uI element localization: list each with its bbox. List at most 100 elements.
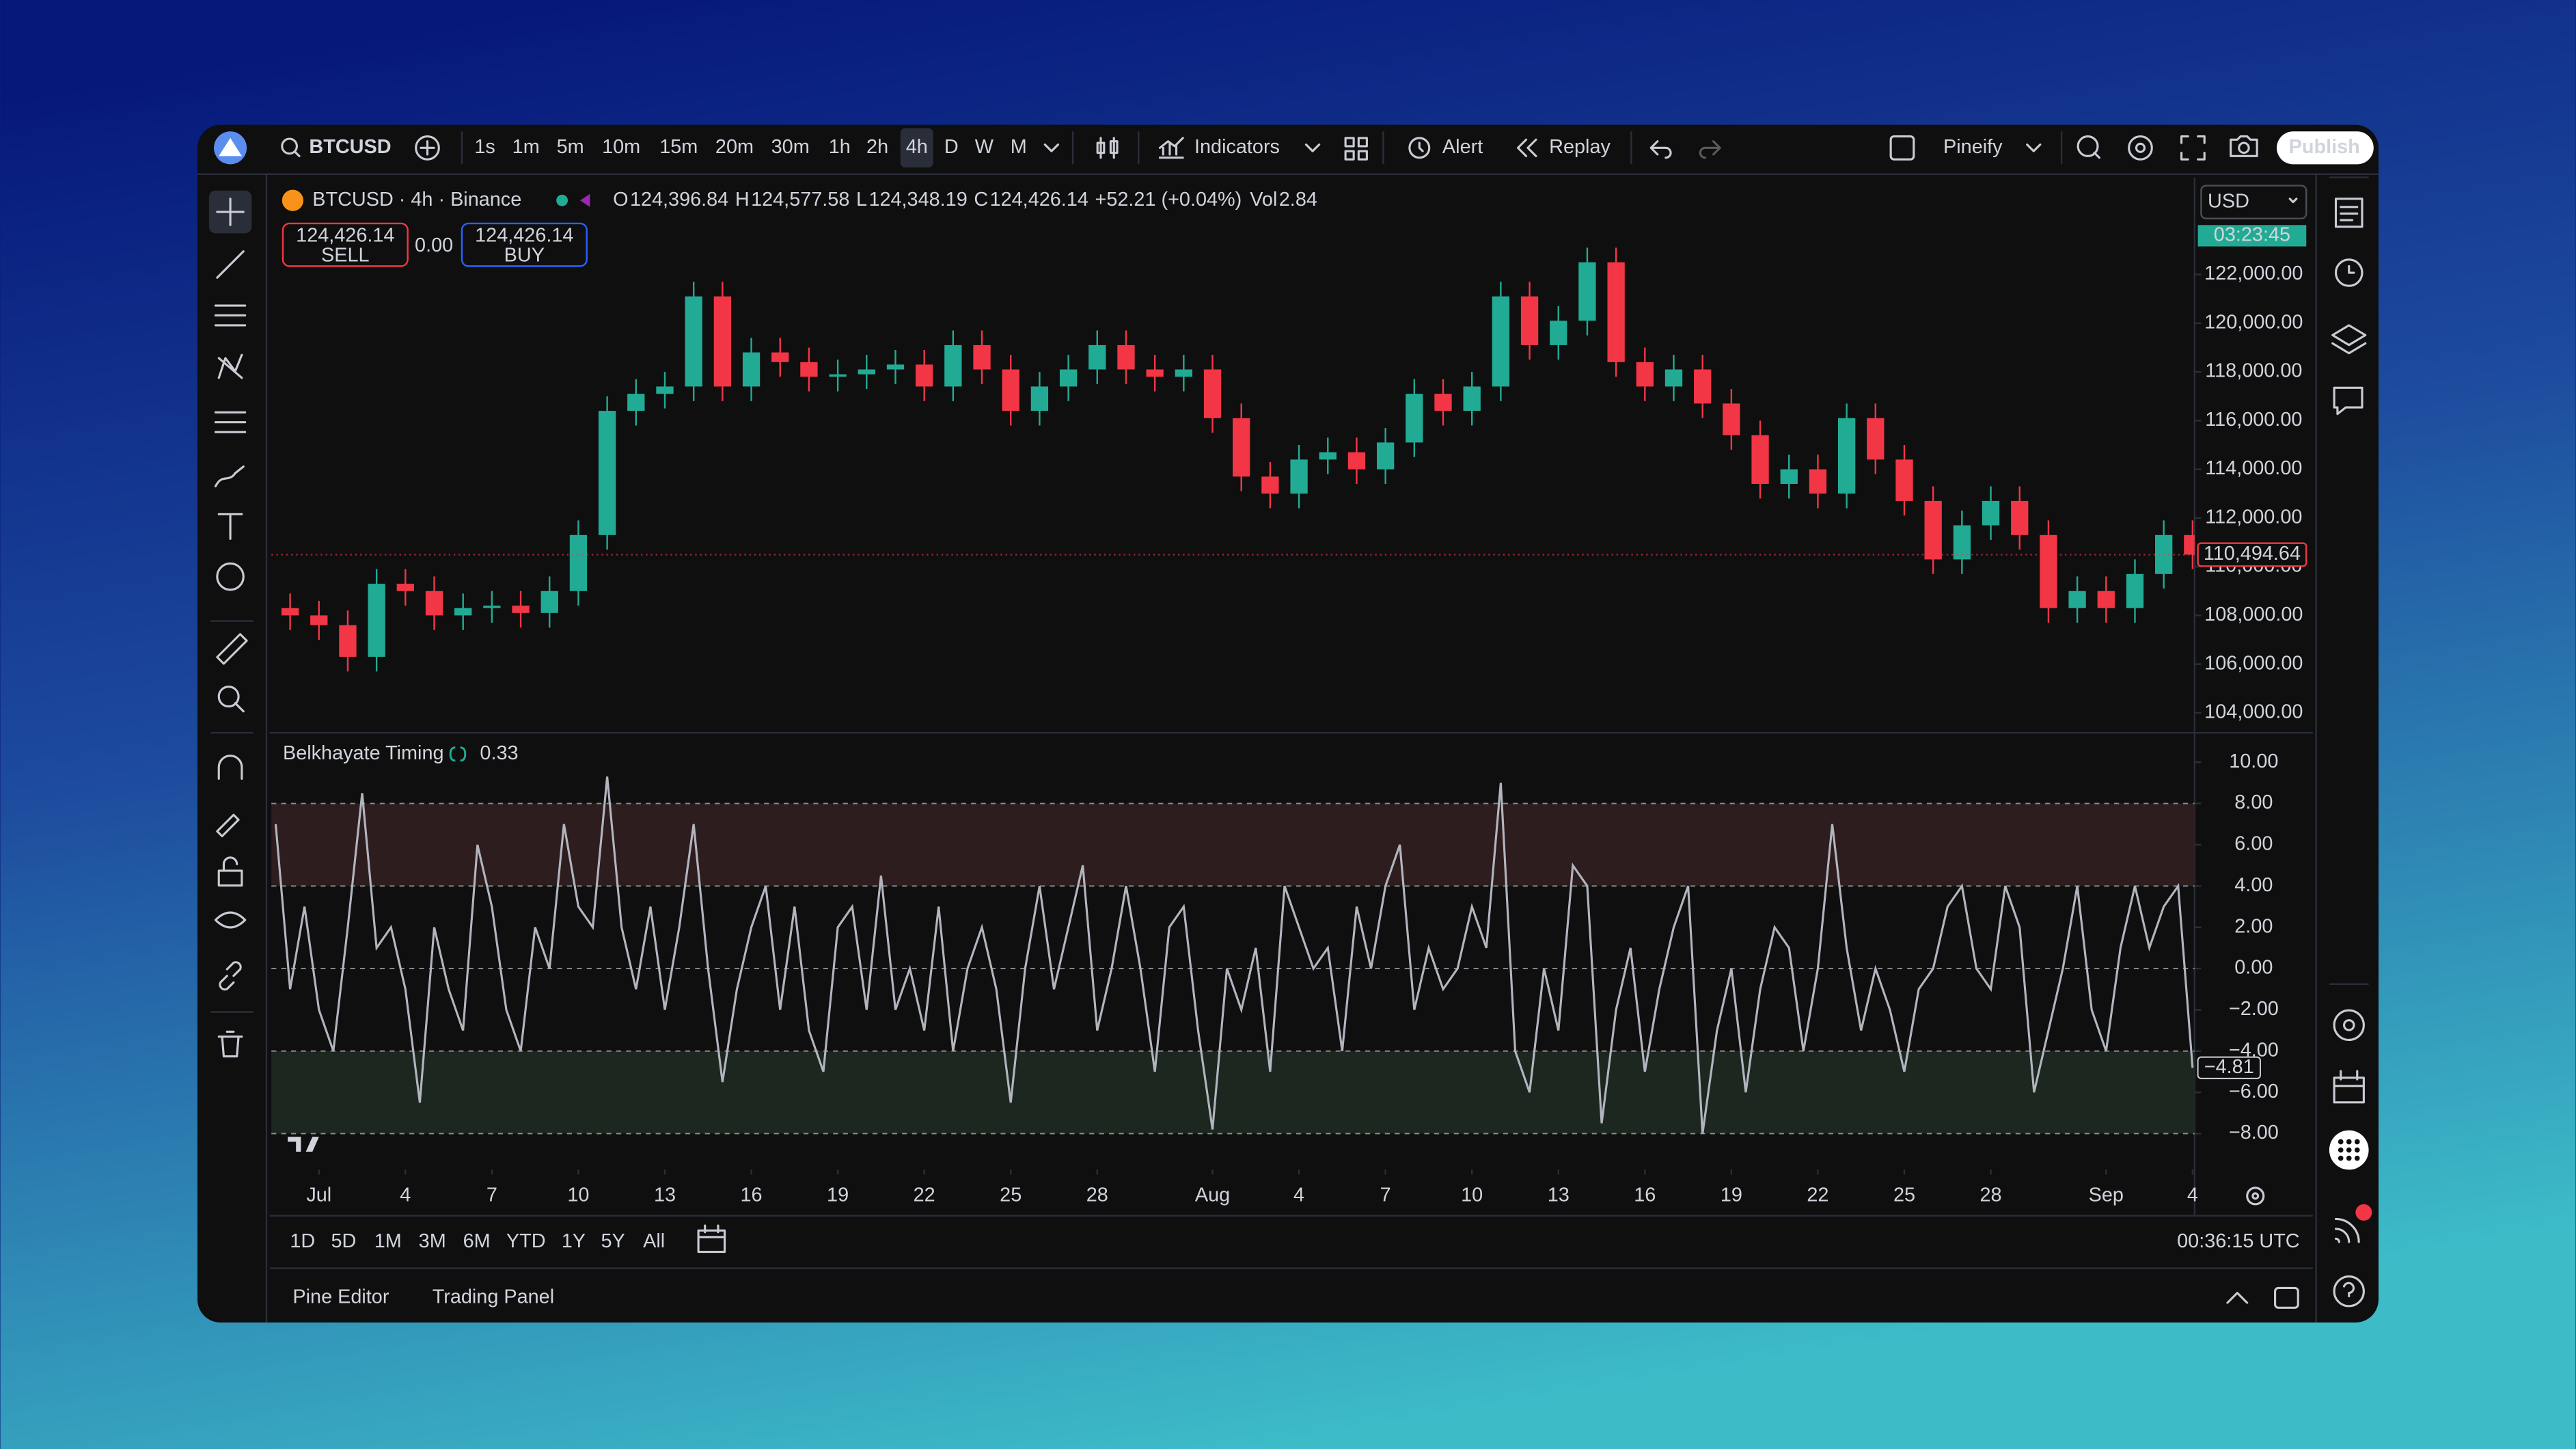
ohlc-key: H [735,189,750,211]
range-button[interactable]: YTD [506,1230,546,1252]
alert-button[interactable]: Alert [1442,136,1483,158]
replay-button[interactable]: Replay [1549,136,1611,158]
interval-active-bg [900,128,933,168]
interval-button[interactable]: 15m [659,136,698,158]
currency[interactable]: USD [2208,190,2249,212]
range-button[interactable]: 1Y [562,1230,586,1252]
range-button[interactable]: 3M [419,1230,446,1252]
panel-tab[interactable]: Trading Panel [433,1286,554,1308]
interval-button[interactable]: D [944,136,959,158]
range-button[interactable]: 5D [331,1230,356,1252]
alert-icon[interactable] [1408,137,1431,159]
pattern-tool[interactable] [217,353,243,379]
brush-tool[interactable] [214,465,245,488]
last-price-label: 110,494.64 [2204,543,2301,565]
layout-name[interactable]: Pineify [1943,136,2003,158]
redo[interactable] [1699,140,1721,159]
publish-button[interactable] [2276,131,2374,165]
interval-button[interactable]: 20m [715,136,754,158]
fullscreen[interactable] [2180,135,2206,161]
currency-select[interactable] [2200,185,2307,219]
hide-tool[interactable] [214,911,247,929]
candle-body [1376,442,1395,470]
crosshair-tool[interactable] [216,198,245,226]
interval-button[interactable]: W [975,136,994,158]
candle-body [1694,369,1712,404]
maximize-panel[interactable] [2274,1286,2299,1309]
interval-button[interactable]: 2h [866,136,888,158]
symbol[interactable]: BTCUSD [309,136,391,158]
delete-tool[interactable] [217,1030,243,1058]
layout-dropdown[interactable] [2026,143,2042,152]
interval-button[interactable]: 1s [474,136,495,158]
candle-body [425,591,443,616]
range-button[interactable]: 5Y [601,1230,625,1252]
object-tree[interactable] [2331,324,2367,355]
templates-icon[interactable] [1344,137,1368,161]
add-symbol[interactable] [415,135,440,161]
range-button[interactable]: 6M [463,1230,491,1252]
panel-tab[interactable]: Pine Editor [292,1286,389,1308]
calendar[interactable] [2333,1070,2365,1104]
snapshot[interactable] [2230,135,2258,157]
range-button[interactable]: 1M [374,1230,402,1252]
news-feed[interactable] [2334,1217,2360,1243]
publish-label[interactable]: Publish [2289,136,2360,158]
settings[interactable] [2128,135,2153,161]
candle-body [396,584,414,591]
interval-button[interactable]: 30m [771,136,810,158]
buy-button[interactable] [461,222,588,267]
quick-search[interactable] [2077,135,2099,157]
search-icon[interactable] [281,137,298,155]
ideas[interactable] [2333,1009,2365,1042]
interval-button[interactable]: 1h [829,136,851,158]
chats[interactable] [2333,386,2363,416]
chart-type[interactable] [1096,137,1119,159]
y-tick-label: −2.00 [2229,998,2279,1020]
projection-tool[interactable] [214,411,247,433]
emoji-tool[interactable] [216,562,245,591]
range-button[interactable]: All [643,1230,665,1252]
candle-body [569,534,588,591]
goto-date[interactable] [697,1224,726,1254]
range-button[interactable]: 1D [290,1230,315,1252]
alerts-panel[interactable] [2334,258,2363,287]
help[interactable] [2333,1275,2365,1308]
watchlist[interactable] [2334,198,2363,228]
stay-drawing-tool[interactable] [216,813,240,838]
text-tool[interactable] [217,513,243,540]
indicators-icon[interactable] [1158,137,1184,159]
axis-settings[interactable] [2246,1187,2265,1206]
sell-label: SELL [321,245,370,267]
x-tick-label: 16 [1634,1184,1656,1206]
zone-band [271,803,2195,886]
undo[interactable] [1649,140,1672,159]
interval-dropdown[interactable] [1043,143,1060,152]
zoom-tool[interactable] [217,686,240,708]
candle-body [454,608,472,616]
y-tick-label: 116,000.00 [2205,409,2302,431]
help-icon [2342,1282,2355,1298]
indicators-dropdown[interactable] [1304,143,1321,152]
candle-body [858,369,875,375]
interval-button[interactable]: 1m [512,136,540,158]
indicators-button[interactable]: Indicators [1194,136,1280,158]
interval-button[interactable]: 4h [906,136,928,158]
layout-icon[interactable] [1889,135,1915,161]
interval-button[interactable]: 10m [602,136,640,158]
trend-line-tool[interactable] [216,250,245,279]
magnet-tool[interactable] [217,755,243,780]
x-tick-label: 10 [1461,1184,1483,1206]
replay-icon[interactable] [1516,138,1537,157]
ruler-tool[interactable] [216,633,248,665]
y-tick-label: 2.00 [2234,915,2273,937]
interval-button[interactable]: 5m [557,136,584,158]
candle-body [1924,500,1942,560]
collapse-panel[interactable] [2226,1292,2249,1304]
lock-tool[interactable] [217,856,243,887]
y-tick-label: 4.00 [2234,874,2273,896]
interval-button[interactable]: M [1011,136,1027,158]
fib-tool[interactable] [214,304,247,327]
sell-button[interactable] [282,222,409,267]
link-tool[interactable] [219,961,242,991]
